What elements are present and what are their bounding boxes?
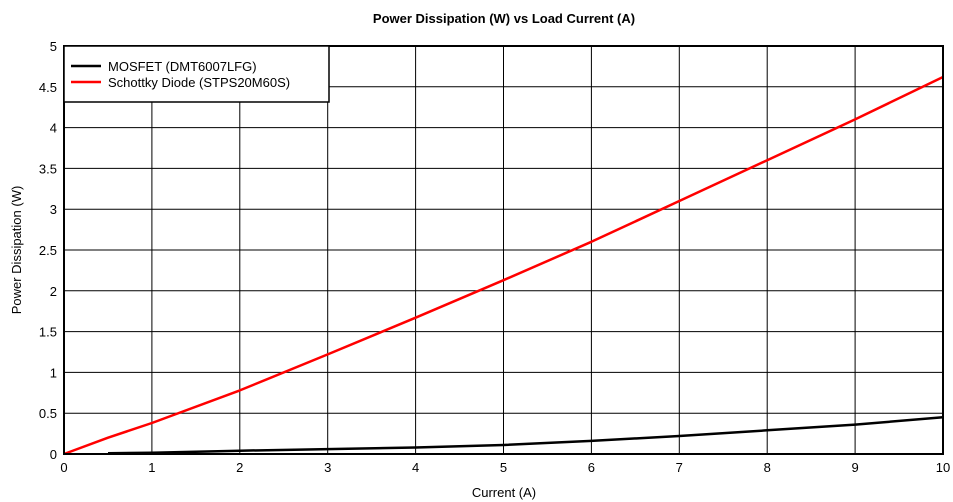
x-tick-label: 7 xyxy=(676,460,683,475)
x-tick-label: 5 xyxy=(500,460,507,475)
y-tick-label: 5 xyxy=(50,39,57,54)
x-tick-label: 0 xyxy=(60,460,67,475)
series-line-0 xyxy=(107,416,944,455)
x-tick-label: 6 xyxy=(588,460,595,475)
y-tick-label: 2.5 xyxy=(39,243,57,258)
series-line-1 xyxy=(63,75,944,456)
y-tick-label: 2 xyxy=(50,284,57,299)
legend-box xyxy=(63,45,330,103)
y-tick-label: 3.5 xyxy=(39,161,57,176)
legend-label: MOSFET (DMT6007LFG) xyxy=(108,59,257,74)
x-tick-label: 4 xyxy=(412,460,419,475)
y-axis-title: Power Dissipation (W) xyxy=(9,186,24,315)
x-tick-label: 2 xyxy=(236,460,243,475)
chart-title: Power Dissipation (W) vs Load Current (A… xyxy=(373,11,635,26)
y-tick-label: 0 xyxy=(50,447,57,462)
x-axis-title: Current (A) xyxy=(472,485,536,500)
y-tick-label: 1.5 xyxy=(39,325,57,340)
tick-labels: 0 1 2 3 4 5 6 7 8 9 10 0 0.5 1 1.5 2 2.5 3 3.5 4 4.5 5 xyxy=(39,39,950,475)
series-layer xyxy=(63,75,944,456)
x-tick-label: 8 xyxy=(764,460,771,475)
y-tick-label: 4 xyxy=(50,121,57,136)
x-tick-label: 3 xyxy=(324,460,331,475)
y-tick-label: 0.5 xyxy=(39,406,57,421)
y-tick-label: 3 xyxy=(50,202,57,217)
y-tick-label: 1 xyxy=(50,365,57,380)
plot-frame xyxy=(63,45,944,455)
x-tick-label: 9 xyxy=(851,460,858,475)
legend-label: Schottky Diode (STPS20M60S) xyxy=(108,75,290,90)
grid-lines xyxy=(63,45,944,455)
y-tick-label: 4.5 xyxy=(39,80,57,95)
x-tick-label: 1 xyxy=(148,460,155,475)
x-tick-label: 10 xyxy=(936,460,950,475)
legend: MOSFET (DMT6007LFG)Schottky Diode (STPS2… xyxy=(63,45,330,103)
